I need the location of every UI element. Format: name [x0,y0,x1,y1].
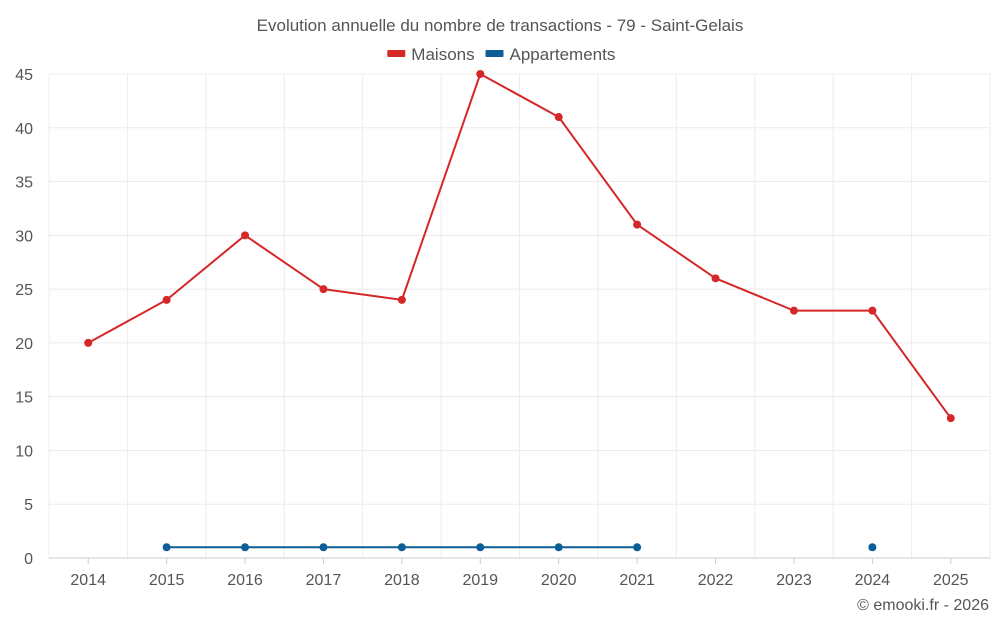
y-tick-label: 30 [15,228,33,245]
y-tick-label: 40 [15,121,33,138]
data-point[interactable] [476,543,485,552]
series-appartements [162,543,877,552]
series-line [87,73,952,419]
x-tick-label: 2020 [541,572,577,589]
data-point[interactable] [946,414,955,423]
legend: Maisons Appartements [387,45,615,64]
data-point[interactable] [554,113,563,122]
data-point[interactable] [789,306,798,315]
y-tick-label: 35 [15,175,33,192]
y-tick-label: 45 [15,67,33,84]
data-point[interactable] [397,295,406,304]
y-tick-label: 10 [15,443,33,460]
data-point[interactable] [397,543,406,552]
x-tick-label: 2021 [619,572,655,589]
x-tick-label: 2017 [306,572,342,589]
data-point[interactable] [476,70,485,78]
data-point[interactable] [241,543,250,552]
x-tick-label: 2025 [933,572,969,589]
x-tick-label: 2022 [698,572,734,589]
data-point[interactable] [554,543,563,552]
y-tick-label: 25 [15,282,33,299]
legend-label: Appartements [510,45,616,64]
legend-label: Maisons [411,45,474,64]
y-tick-label: 5 [24,497,33,514]
grid [48,73,991,558]
x-tick-label: 2024 [855,572,891,589]
data-point[interactable] [241,231,250,240]
x-tick-label: 2015 [149,572,185,589]
data-point[interactable] [633,543,642,552]
x-tick-label: 2018 [384,572,420,589]
y-tick-label: 20 [15,336,33,353]
legend-swatch [387,50,406,57]
credit-text: © emooki.fr - 2026 [857,597,989,614]
data-point[interactable] [162,295,171,304]
chart-title: Evolution annuelle du nombre de transact… [257,16,744,35]
series-maisons [84,70,955,423]
data-point[interactable] [84,338,93,347]
legend-swatch [485,50,504,57]
data-point[interactable] [319,285,328,294]
x-tick-label: 2019 [462,572,498,589]
series-layer [84,70,955,552]
data-point[interactable] [633,220,642,229]
data-point[interactable] [711,274,720,283]
y-tick-label: 0 [24,551,33,568]
y-tick-label: 15 [15,390,33,407]
x-axis: 2014 2015 2016 2017 2018 2019 2020 2021 2022 2023… [49,557,990,589]
y-axis: 0 5 10 15 20 25 30 35 40 45 [15,67,33,568]
data-point[interactable] [868,306,877,315]
x-tick-label: 2016 [227,572,263,589]
x-tick-label: 2023 [776,572,812,589]
legend-item-maisons[interactable]: Maisons [387,45,475,64]
x-tick-label: 2014 [70,572,106,589]
data-point[interactable] [319,543,328,552]
data-point[interactable] [868,543,877,552]
legend-item-appartements[interactable]: Appartements [485,45,616,64]
data-point[interactable] [162,543,171,552]
